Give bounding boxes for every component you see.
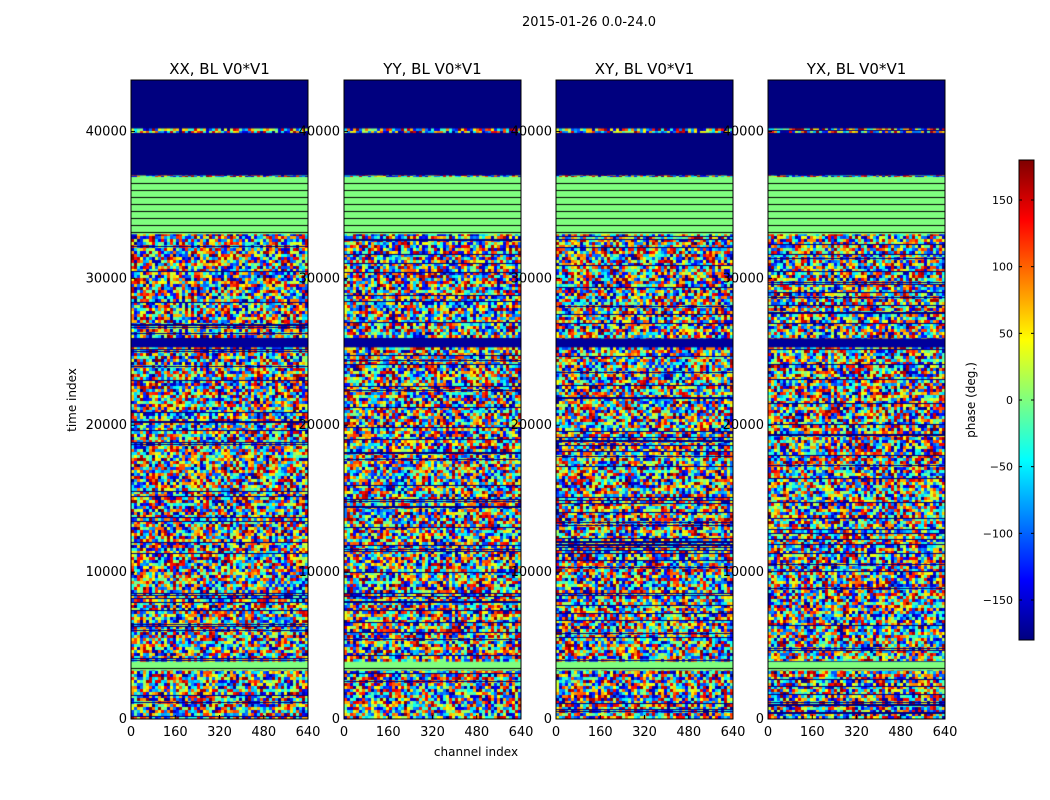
y-tick-label: 20000	[511, 418, 552, 433]
colorbar-label: phase (deg.)	[964, 362, 978, 438]
x-tick-label: 0	[340, 725, 348, 740]
colorbar-tick-label: 100	[992, 261, 1013, 274]
y-tick-label: 10000	[723, 565, 764, 580]
y-tick-label: 10000	[299, 565, 340, 580]
y-tick-label: 0	[544, 712, 552, 727]
panel-title: XY, BL V0*V1	[595, 60, 695, 78]
colorbar: 150 100 50 0 −50 −100 −150 phase (deg.)	[964, 159, 1035, 641]
colorbar-ticks: 150 100 50 0 −50 −100 −150	[983, 194, 1034, 607]
y-tick-label: 0	[332, 712, 340, 727]
y-tick-label: 30000	[299, 271, 340, 286]
y-tick-label: 30000	[511, 271, 552, 286]
y-axis-label: time index	[65, 368, 79, 432]
colorbar-tick-label: 150	[992, 194, 1013, 207]
y-tick-label: 20000	[299, 418, 340, 433]
x-axis-label: channel index	[434, 745, 518, 759]
y-tick-label: 10000	[511, 565, 552, 580]
y-tick-label: 20000	[86, 418, 127, 433]
y-tick-label: 40000	[723, 124, 764, 139]
panel-yx: YX, BL V0*V1 0 160 320 480 640 0 10000 20000 3000…	[723, 60, 958, 740]
colorbar-tick-label: 0	[1006, 394, 1013, 407]
panel-xx: XX, BL V0*V1 0 160 320 480 640 0 10000 20000 3000…	[86, 60, 321, 740]
x-tick-label: 640	[509, 725, 534, 740]
x-tick-label: 320	[207, 725, 232, 740]
y-tick-label: 0	[119, 712, 127, 727]
y-tick-label: 20000	[723, 418, 764, 433]
y-tick-label: 30000	[723, 271, 764, 286]
y-tick-label: 40000	[86, 124, 127, 139]
panel-xy: XY, BL V0*V1 0 160 320 480 640 0 10000 20000 3000…	[511, 60, 746, 740]
figure-suptitle: 2015-01-26 0.0-24.0	[522, 15, 656, 30]
colorbar-tick-label: −50	[990, 461, 1013, 474]
heatmap-image	[768, 80, 945, 719]
x-tick-label: 480	[888, 725, 913, 740]
panel-title: YY, BL V0*V1	[382, 60, 481, 78]
x-tick-label: 640	[721, 725, 746, 740]
heatmap-image	[556, 80, 733, 719]
heatmap-image	[131, 80, 308, 719]
x-tick-label: 320	[420, 725, 445, 740]
x-tick-label: 640	[933, 725, 958, 740]
x-tick-label: 0	[552, 725, 560, 740]
x-tick-label: 480	[676, 725, 701, 740]
x-tick-label: 160	[800, 725, 825, 740]
panel-title: YX, BL V0*V1	[806, 60, 907, 78]
x-tick-label: 320	[632, 725, 657, 740]
colorbar-tick-label: −150	[983, 594, 1013, 607]
x-tick-label: 160	[588, 725, 613, 740]
x-tick-label: 160	[376, 725, 401, 740]
heatmap-image	[344, 80, 521, 719]
colorbar-tick-label: −100	[983, 527, 1013, 540]
y-tick-label: 10000	[86, 565, 127, 580]
colorbar-tick-label: 50	[999, 327, 1013, 340]
x-tick-label: 160	[163, 725, 188, 740]
x-tick-label: 480	[464, 725, 489, 740]
y-tick-label: 0	[756, 712, 764, 727]
y-tick-label: 30000	[86, 271, 127, 286]
x-tick-label: 0	[764, 725, 772, 740]
x-tick-label: 480	[251, 725, 276, 740]
x-tick-label: 0	[127, 725, 135, 740]
x-tick-label: 640	[296, 725, 321, 740]
panel-title: XX, BL V0*V1	[169, 60, 270, 78]
panels-group: XX, BL V0*V1 0 160 320 480 640 0 10000 20000 3000…	[86, 60, 958, 740]
panel-yy: YY, BL V0*V1 0 160 320 480 640 0 10000 20000 3000…	[299, 60, 534, 740]
x-tick-label: 320	[844, 725, 869, 740]
y-tick-label: 40000	[511, 124, 552, 139]
y-tick-label: 40000	[299, 124, 340, 139]
